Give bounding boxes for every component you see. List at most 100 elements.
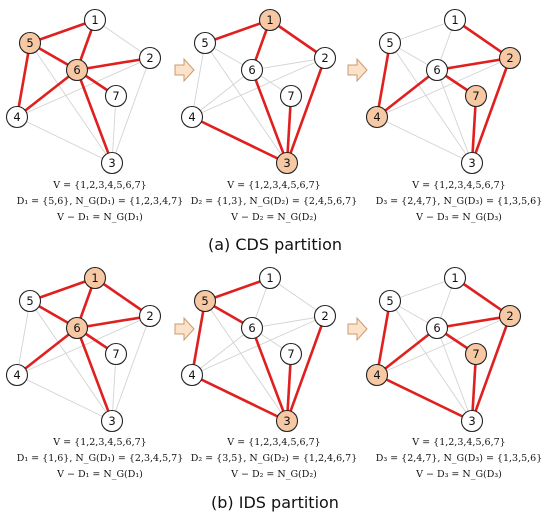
arrow-shape: [174, 57, 195, 83]
node-label: 2: [146, 51, 153, 65]
graph-edge: [191, 327, 253, 376]
caption-line: V = {1,2,3,4,5,6,7}: [52, 180, 146, 191]
selected-edge: [191, 373, 288, 423]
selected-edge: [75, 327, 114, 422]
graph-panel: 1 2 3 4 5 6 7: [365, 8, 522, 175]
graph-edge: [94, 19, 151, 59]
node-label: 6: [73, 63, 80, 77]
node-circle: [5, 105, 29, 129]
arrow-shape: [347, 316, 368, 342]
node-label: 1: [451, 271, 458, 285]
node-circle: [193, 31, 217, 55]
graph-edge: [29, 300, 113, 422]
graph-node: 3: [460, 409, 484, 433]
graph-edge: [251, 57, 326, 71]
node-label: 1: [266, 13, 273, 27]
node-label: 3: [468, 414, 475, 428]
node-label: 2: [506, 51, 513, 65]
dominating-node: 4: [365, 105, 389, 129]
graph-edge: [111, 315, 151, 422]
graph-edge: [111, 95, 117, 164]
node-circle: [365, 363, 389, 387]
node-circle: [104, 342, 128, 366]
node-label: 3: [283, 156, 290, 170]
selected-edge: [250, 327, 289, 422]
panel-caption: V = {1,2,3,4,5,6,7} D₁ = {1,6}, N_G(D₁) …: [17, 437, 184, 480]
dominating-node: 6: [65, 316, 89, 340]
dominating-node: 3: [275, 151, 299, 175]
graph-node: 4: [5, 105, 29, 129]
node-label: 3: [108, 414, 115, 428]
graph-edge: [376, 116, 473, 164]
node-label: 4: [188, 368, 195, 382]
transition-arrow-icon: [174, 316, 195, 342]
section-ids: 1 2 3 4 5 6 7 1 2 3 4 5 6 7 1 2 3 4 5 6 7 V = {1,2,3,4,5,6…: [5, 266, 542, 512]
node-label: 2: [146, 309, 153, 323]
selected-edge: [76, 56, 151, 72]
node-circle: [240, 316, 264, 340]
node-circle: [104, 84, 128, 108]
selected-edge: [191, 115, 288, 165]
node-circle: [5, 363, 29, 387]
selected-edge: [376, 373, 473, 423]
dominating-node: 7: [464, 342, 488, 366]
selected-edge: [250, 69, 289, 164]
node-circle: [498, 304, 522, 328]
graph-edge: [389, 300, 473, 422]
graph-node: 5: [378, 289, 402, 313]
graph-node: 2: [138, 46, 162, 70]
graph-node: 5: [378, 31, 402, 55]
node-circle: [18, 289, 42, 313]
graph-edge: [16, 300, 31, 376]
node-circle: [464, 84, 488, 108]
graph-edge: [191, 42, 206, 118]
graph-node: 2: [313, 46, 337, 70]
graph-edge: [191, 69, 253, 118]
selected-edge: [76, 314, 151, 330]
transition-arrow-icon: [347, 57, 368, 83]
selected-edge: [285, 95, 293, 164]
node-circle: [65, 58, 89, 82]
node-label: 6: [248, 321, 255, 335]
node-label: 5: [201, 294, 208, 308]
selected-edge: [454, 18, 511, 60]
panel-caption: V = {1,2,3,4,5,6,7} D₂ = {1,3}, N_G(D₂) …: [191, 180, 358, 223]
graph-node: 6: [240, 58, 264, 82]
graph-node: 7: [279, 84, 303, 108]
selected-edge: [16, 326, 78, 377]
graph-edge: [269, 277, 326, 317]
node-label: 7: [287, 347, 294, 361]
selected-edge: [94, 276, 151, 318]
node-circle: [275, 409, 299, 433]
node-label: 5: [26, 36, 33, 50]
node-label: 7: [112, 89, 119, 103]
node-circle: [498, 46, 522, 70]
node-label: 3: [108, 156, 115, 170]
caption-line: V − D₁ = N_G(D₁): [56, 212, 143, 223]
dominating-node: 6: [65, 58, 89, 82]
graph-edge: [436, 327, 473, 422]
node-circle: [443, 266, 467, 290]
caption-line: V = {1,2,3,4,5,6,7}: [411, 180, 505, 191]
arrow-shape: [174, 316, 195, 342]
node-label: 5: [386, 294, 393, 308]
node-circle: [464, 342, 488, 366]
selected-edge: [454, 276, 511, 318]
node-circle: [258, 266, 282, 290]
graph-node: 7: [104, 84, 128, 108]
node-label: 1: [91, 13, 98, 27]
dominating-node: 1: [83, 266, 107, 290]
graph-node: 3: [100, 409, 124, 433]
node-circle: [65, 316, 89, 340]
selected-edge: [375, 42, 392, 118]
graph-node: 1: [443, 266, 467, 290]
section-title: (a) CDS partition: [208, 235, 342, 254]
dominating-node: 1: [258, 8, 282, 32]
node-label: 3: [468, 156, 475, 170]
graph-edge: [389, 42, 473, 164]
selected-edge: [15, 42, 32, 118]
selected-edge: [285, 353, 293, 422]
panel-caption: V = {1,2,3,4,5,6,7} D₃ = {2,4,7}, N_G(D₃…: [376, 180, 543, 223]
dominating-node: 7: [464, 84, 488, 108]
node-circle: [313, 46, 337, 70]
